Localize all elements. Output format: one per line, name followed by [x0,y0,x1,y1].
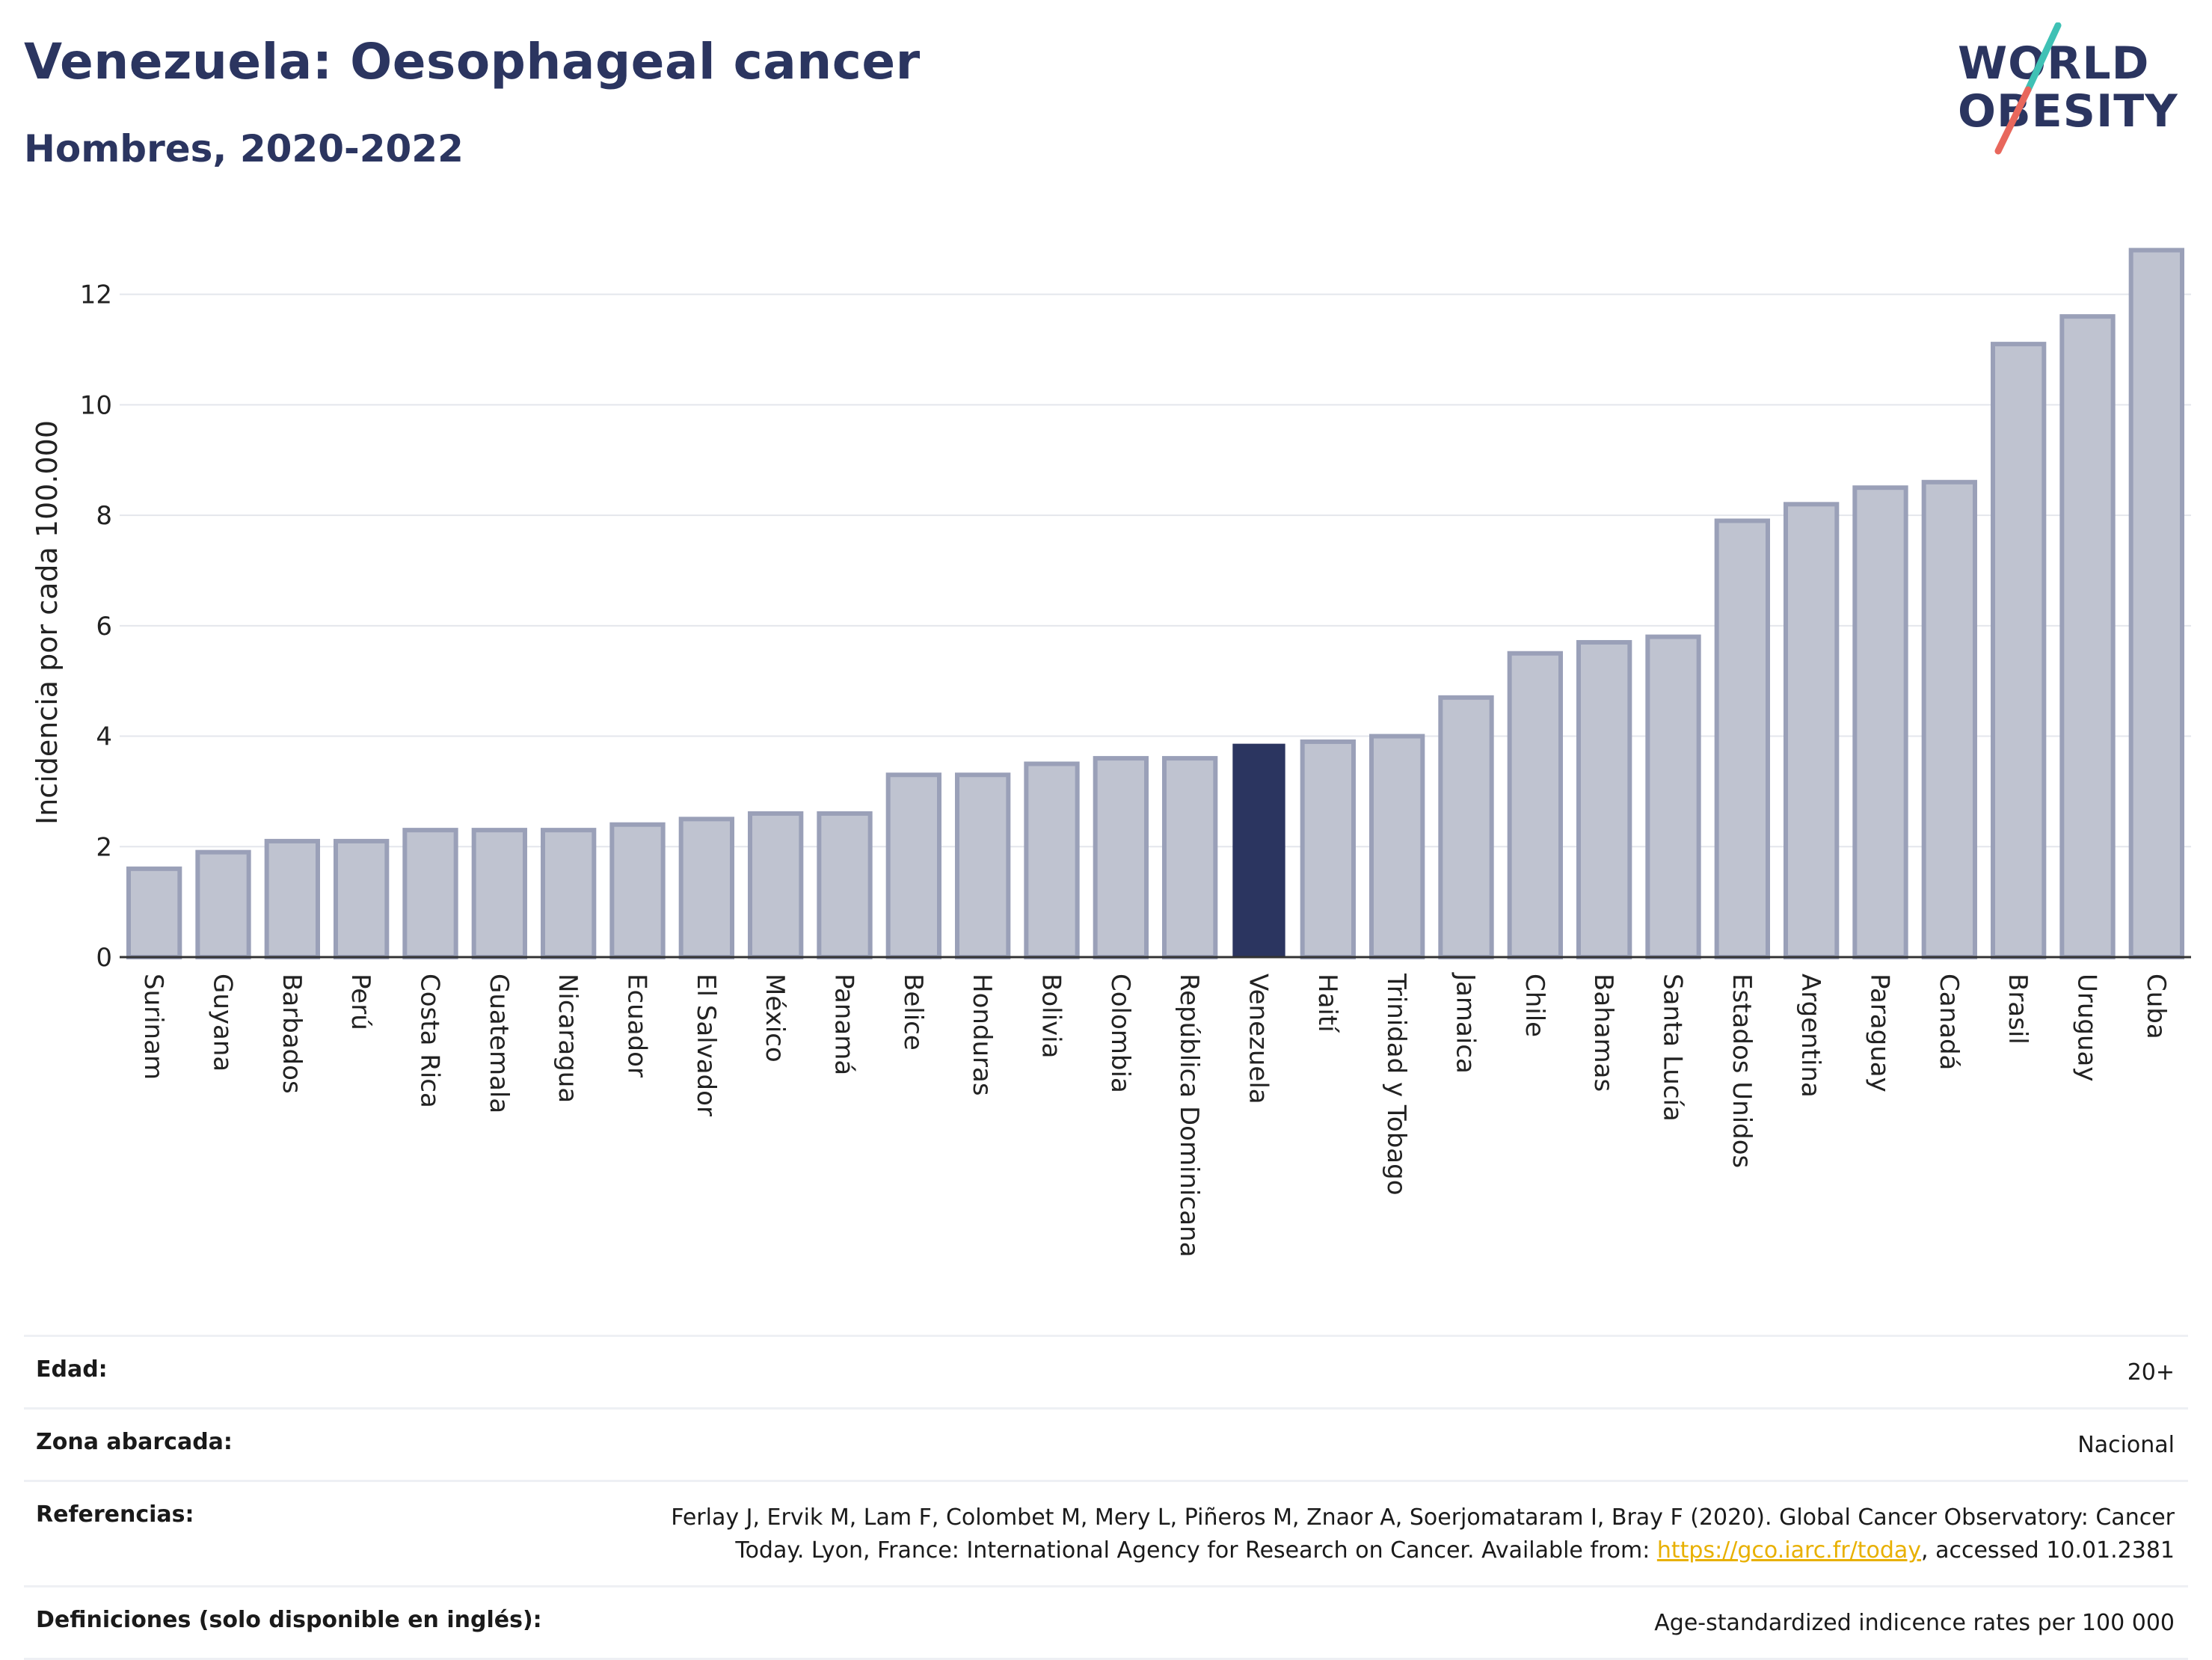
bar-bolivia [1024,761,1080,960]
chart-subtitle: Hombres, 2020-2022 [24,127,464,170]
bar-santa-lucía [1645,634,1701,959]
logo-slash-icon [1994,22,2062,155]
zone-value: Nacional [2077,1432,2175,1458]
y-tick-label: 10 [80,390,112,420]
references-text-line2: Today. Lyon, France: International Agenc… [735,1537,1657,1564]
bar-bahamas [1576,639,1632,960]
bar-cuba [2128,248,2184,959]
x-tick-label: Ecuador [622,974,652,1078]
definitions-value: Age-standardized indicence rates per 100… [1654,1610,2175,1636]
bar-estados-unidos [1714,518,1770,959]
bar-panamá [817,811,873,960]
x-tick-label: Bolivia [1036,974,1066,1058]
info-row-references: Referencias: Ferlay J, Ervik M, Lam F, C… [24,1482,2188,1587]
x-tick-label: Uruguay [2072,974,2102,1082]
bar-costa-rica [402,828,458,960]
logo-text-world: WORLD [1958,37,2150,90]
info-row-zone: Zona abarcada: Nacional [24,1410,2188,1482]
x-tick-label: Cuba [2141,974,2171,1039]
x-tick-label: Santa Lucía [1658,974,1688,1122]
x-tick-label: Perú [345,974,375,1030]
bar-venezuela [1232,743,1285,958]
x-tick-label: Guatemala [484,974,514,1113]
x-tick-label: Estados Unidos [1727,974,1757,1168]
bar-guatemala [471,828,527,960]
x-tick-label: Chile [1520,974,1549,1037]
chart-title: Venezuela: Oesophageal cancer [24,33,921,90]
x-tick-label: Surinam [138,974,168,1080]
bar-trinidad-y-tobago [1369,734,1425,960]
x-tick-label: México [760,974,790,1063]
bar-colombia [1093,756,1149,959]
definitions-label: Definiciones (solo disponible en inglés)… [36,1607,542,1633]
bar-el-salvador [678,817,734,960]
x-tick-label: Guyana [208,974,238,1072]
bar-guyana [195,849,251,959]
x-tick-label: Bahamas [1588,974,1618,1092]
bar-barbados [264,838,320,959]
bar-surinam [126,866,182,960]
x-tick-label: República Dominicana [1174,974,1204,1257]
x-tick-label: Honduras [967,974,997,1096]
references-value: Ferlay J, Ervik M, Lam F, Colombet M, Me… [671,1501,2175,1567]
references-label: Referencias: [36,1501,194,1528]
bar-ecuador [609,822,666,960]
references-text-line1: Ferlay J, Ervik M, Lam F, Colombet M, Me… [671,1504,2175,1531]
y-tick-label: 12 [80,280,112,310]
bar-haití [1300,739,1356,959]
bar-honduras [955,772,1011,959]
y-tick-label: 2 [96,832,112,862]
x-tick-label: Haití [1312,974,1342,1033]
x-tick-label: Nicaragua [553,974,583,1103]
x-tick-label: Brasil [2003,974,2033,1045]
x-tick-label: Argentina [1795,974,1825,1098]
y-tick-label: 0 [96,943,112,973]
bar-chart: 0 2 4 6 8 10 12 Surinam Guyana Barbados Perú Costa … [31,248,2191,1257]
bar-canadá [1921,479,1977,959]
info-table: Edad: 20+ Zona abarcada: Nacional Refere… [24,1335,2188,1660]
references-link[interactable]: https://gco.iarc.fr/today [1656,1537,1922,1564]
x-tick-label: Barbados [277,974,307,1094]
y-tick-label: 6 [96,612,112,642]
age-value: 20+ [2127,1359,2175,1386]
x-tick-label: Trinidad y Tobago [1381,973,1411,1196]
bar-brasil [1991,342,2047,959]
x-tick-label: Canadá [1934,974,1964,1070]
references-text-accessed: , accessed 10.01.2381 [1921,1537,2175,1564]
bar-uruguay [2059,314,2116,959]
x-tick-label: Colombia [1105,974,1135,1093]
bar-perú [334,838,390,959]
age-label: Edad: [36,1356,108,1383]
x-tick-label: Costa Rica [415,974,445,1108]
info-row-age: Edad: 20+ [24,1337,2188,1410]
world-obesity-logo: WORLD OBESITY [1944,22,2199,157]
x-tick-label: Jamaica [1451,972,1481,1074]
info-row-definitions: Definiciones (solo disponible en inglés)… [24,1587,2188,1660]
x-tick-label: Paraguay [1865,974,1895,1092]
x-tick-label: Belice [898,974,928,1051]
x-tick-label: Venezuela [1244,974,1274,1104]
bar-chile [1507,651,1563,959]
y-tick-label: 4 [96,722,112,752]
bar-república-dominicana [1162,756,1218,959]
y-tick-label: 8 [96,501,112,531]
x-tick-label: Panamá [829,974,859,1075]
y-axis-label: Incidencia por cada 100.000 [31,420,64,825]
bar-belice [885,772,941,959]
zone-label: Zona abarcada: [36,1429,233,1455]
logo-text-obesity: OBESITY [1958,85,2178,138]
bar-nicaragua [541,828,597,960]
bar-jamaica [1438,695,1494,959]
bar-méxico [748,811,804,960]
bar-argentina [1784,502,1840,959]
x-tick-label: El Salvador [691,974,721,1116]
bar-paraguay [1852,485,1908,959]
